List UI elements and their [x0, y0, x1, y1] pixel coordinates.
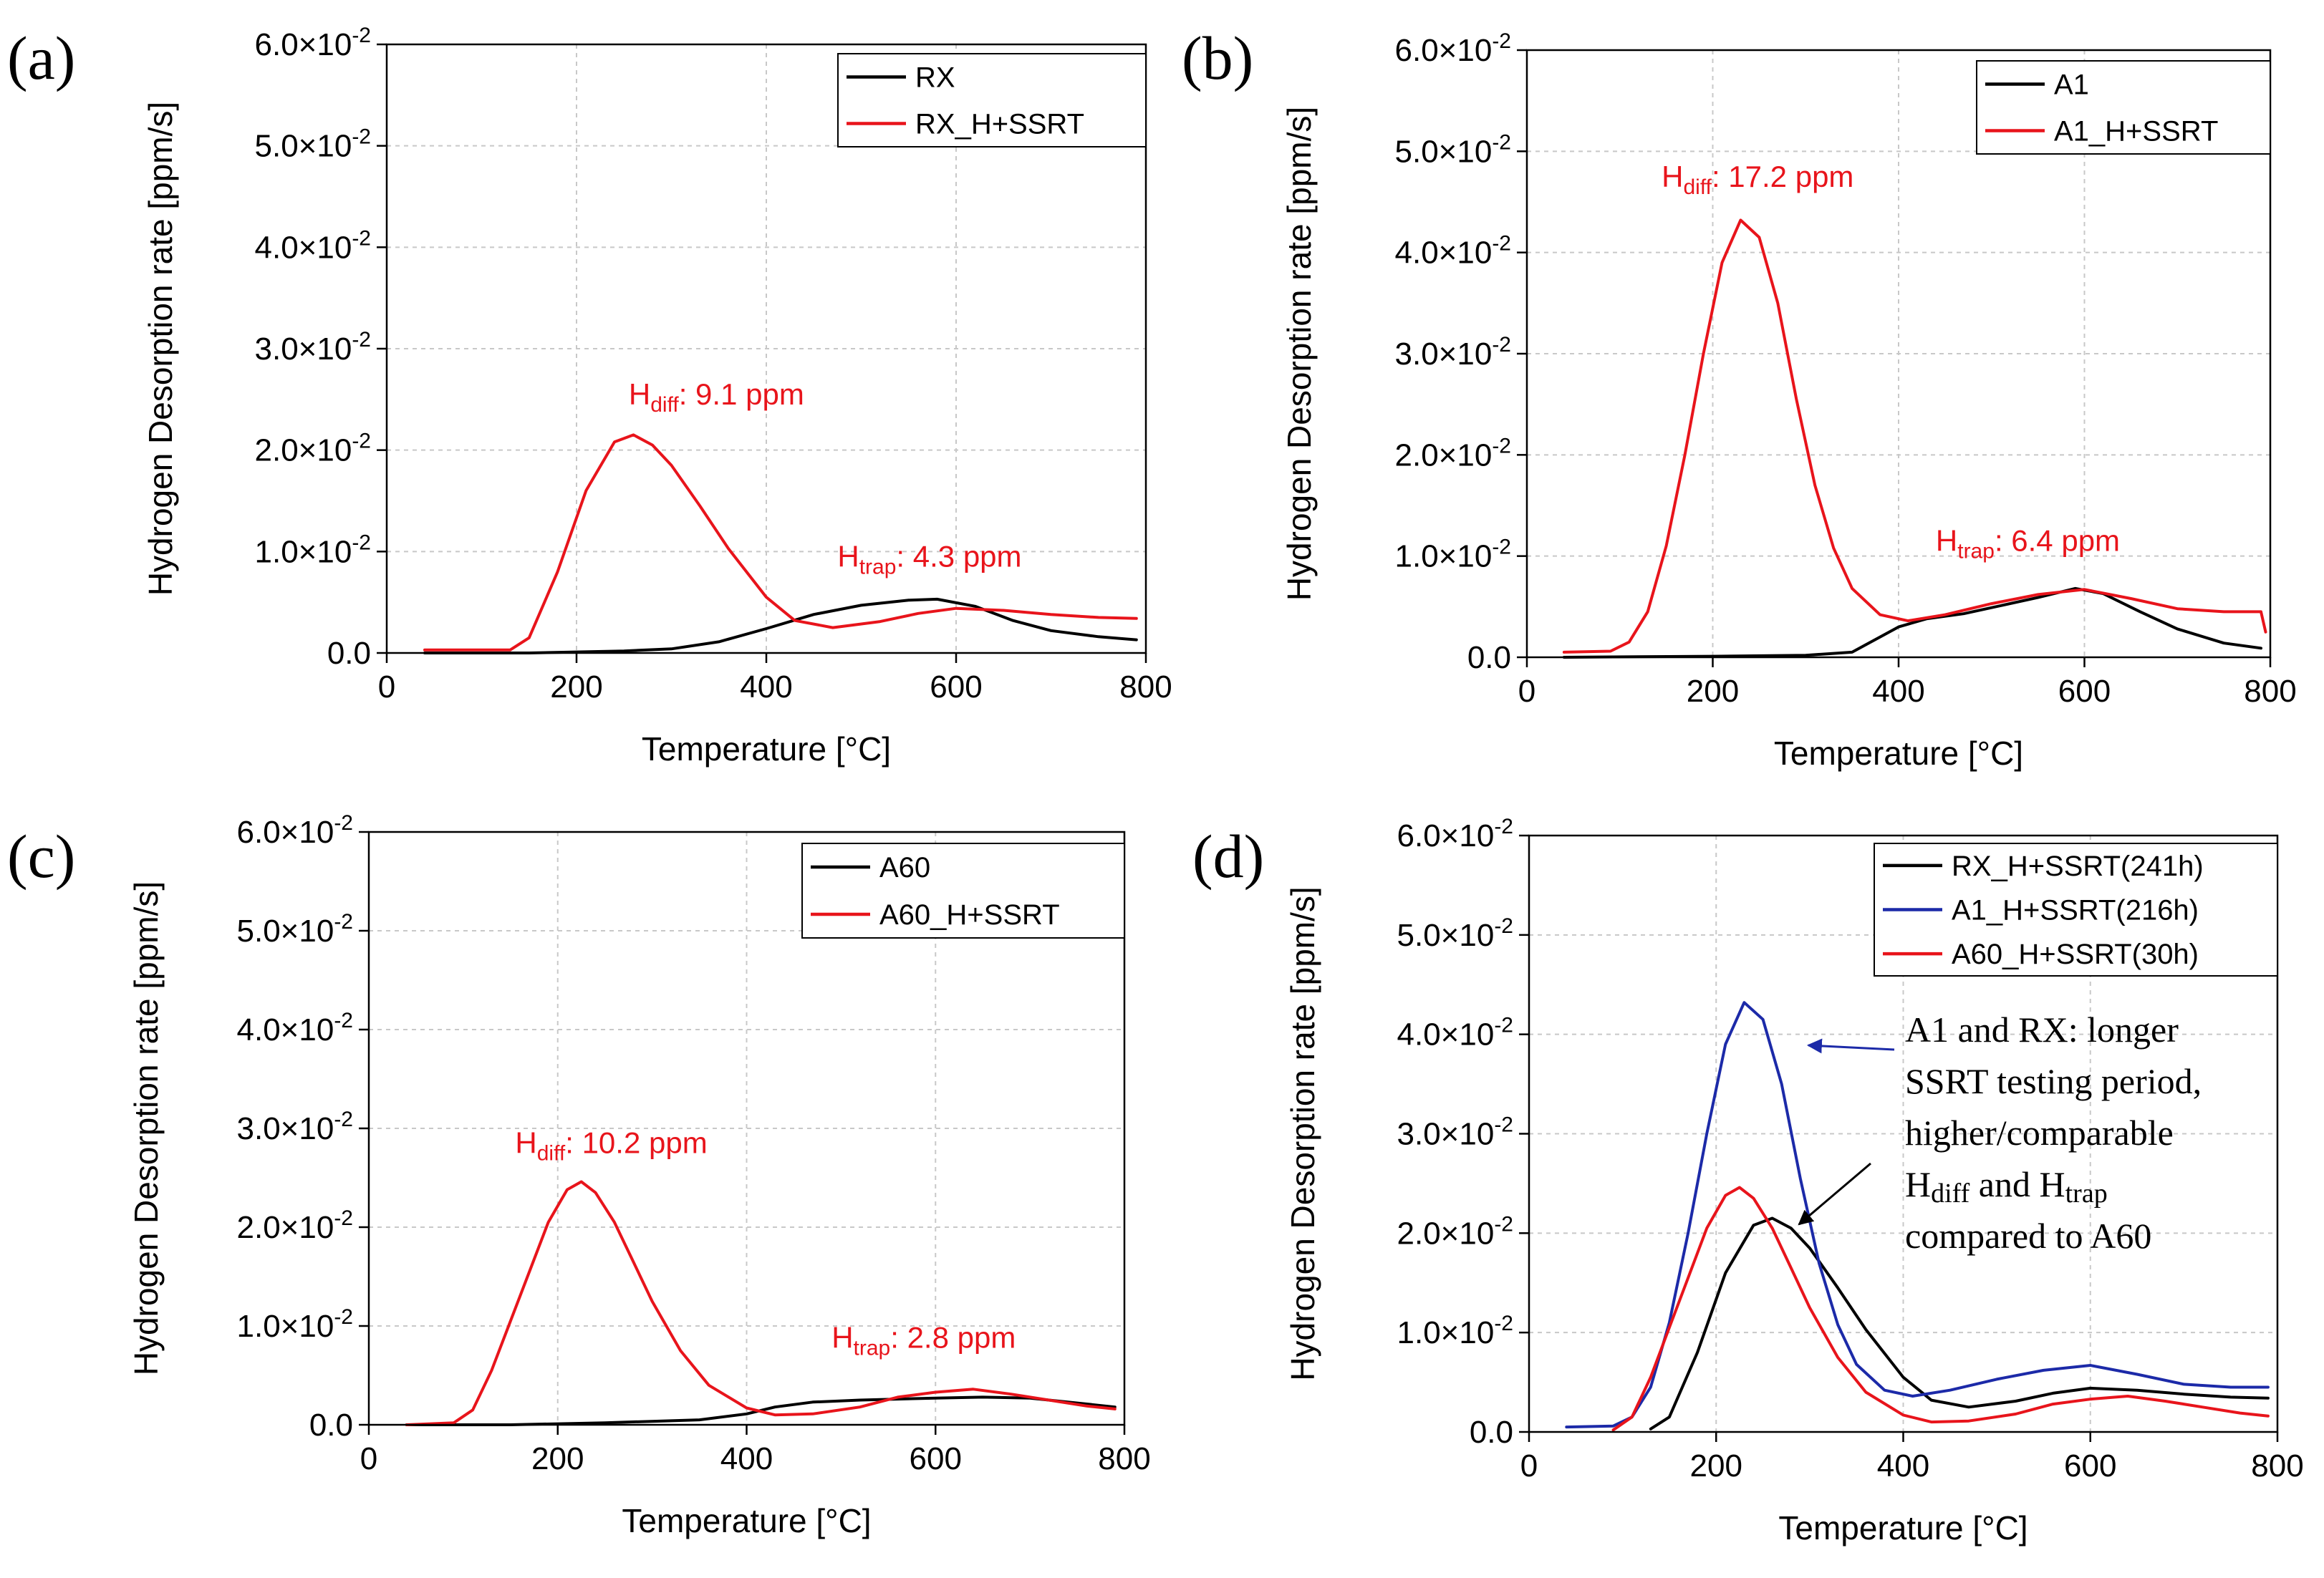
x-tick-label: 400 — [1877, 1448, 1929, 1483]
legend-box — [837, 53, 1147, 147]
y-tick-label: 6.0×10-2 — [237, 811, 354, 850]
series-line-A60_H+SSRT — [405, 1180, 1117, 1426]
note-line: higher/comparable — [1905, 1113, 2174, 1153]
y-tick-label: 4.0×10-2 — [255, 226, 372, 265]
x-tick-label: 400 — [720, 1441, 773, 1476]
y-tick-label: 6.0×10-2 — [255, 24, 372, 62]
series-line-A60_H+SSRT(30h) — [1611, 1186, 2270, 1432]
y-tick-label: 0.0 — [1467, 640, 1511, 675]
x-axis-title: Temperature [°C] — [1778, 1509, 2028, 1546]
series-line-RX — [423, 597, 1138, 654]
x-tick-label: 800 — [2244, 674, 2296, 709]
annotation-diff: Hdiff: 9.1 ppm — [629, 377, 804, 417]
annotation-diff: Hdiff: 10.2 ppm — [515, 1126, 707, 1166]
y-tick-label: 4.0×10-2 — [1397, 1014, 1514, 1052]
panel-a: (a) 0 200 400 600 800 0.0 1.0×10-2 2.0×10-2 3.0×1… — [7, 24, 1172, 768]
note-line: compared to A60 — [1905, 1216, 2151, 1256]
y-tick-label: 5.0×10-2 — [1397, 914, 1514, 953]
legend-label: A1 — [2054, 69, 2089, 101]
x-tick-label: 200 — [1690, 1448, 1742, 1483]
x-axis-title: Temperature [°C] — [1774, 735, 2023, 772]
annotation-trap: Htrap: 2.8 ppm — [831, 1320, 1016, 1360]
y-tick-label: 2.0×10-2 — [237, 1206, 354, 1245]
note-line: A1 and RX: longer — [1905, 1010, 2179, 1050]
blue-arrow — [1806, 1038, 1895, 1054]
series-line-A1_H+SSRT — [1562, 218, 2267, 654]
y-tick-label: 3.0×10-2 — [1395, 333, 1512, 372]
black-arrow — [1798, 1162, 1871, 1226]
x-tick-label: 600 — [930, 669, 982, 705]
y-tick-label: 0.0 — [1470, 1415, 1513, 1450]
legend-label: A60 — [879, 852, 930, 884]
y-axis-title: Hydrogen Desorption rate [ppm/s] — [1281, 107, 1318, 601]
x-axis-title: Temperature [°C] — [642, 730, 891, 768]
legend-label: A1_H+SSRT — [2054, 116, 2218, 147]
x-tick-label: 0 — [378, 669, 395, 705]
x-axis-title: Temperature [°C] — [622, 1502, 871, 1539]
legend-label: RX — [915, 62, 955, 94]
panel-d: (d) 0 200 400 600 800 0.0 1.0×10-2 2.0×10-2 3.0×1… — [1192, 815, 2304, 1546]
panel-label: (a) — [7, 24, 75, 92]
x-tick-label: 600 — [2064, 1448, 2116, 1483]
y-tick-label: 6.0×10-2 — [1397, 815, 1514, 853]
annotation-trap: Htrap: 6.4 ppm — [1936, 524, 2120, 563]
legend-label: RX_H+SSRT(241h) — [1952, 851, 2204, 882]
y-tick-label: 2.0×10-2 — [255, 430, 372, 468]
y-tick-label: 0.0 — [327, 636, 371, 671]
y-tick-label: 3.0×10-2 — [1397, 1113, 1514, 1152]
y-tick-label: 1.0×10-2 — [1395, 536, 1512, 574]
y-axis-title: Hydrogen Desorption rate [ppm/s] — [142, 102, 179, 596]
y-tick-label: 1.0×10-2 — [237, 1305, 354, 1344]
x-tick-label: 0 — [1518, 674, 1535, 709]
y-tick-label: 0.0 — [309, 1408, 353, 1443]
x-tick-label: 0 — [1520, 1448, 1538, 1483]
panel-b: (b) 0 200 400 600 800 0.0 1.0×10-2 2.0×10-2 3.0×1… — [1182, 24, 2297, 772]
x-tick-label: 800 — [2251, 1448, 2303, 1483]
x-tick-label: 800 — [1119, 669, 1172, 705]
x-tick-label: 0 — [360, 1441, 377, 1476]
y-tick-label: 5.0×10-2 — [1395, 130, 1512, 169]
y-axis-title: Hydrogen Desorption rate [ppm/s] — [1284, 886, 1321, 1380]
y-tick-label: 2.0×10-2 — [1397, 1212, 1514, 1251]
legend-label: A60_H+SSRT(30h) — [1952, 939, 2199, 970]
legend-box — [801, 843, 1125, 939]
x-tick-label: 200 — [531, 1441, 584, 1476]
series-line-RX_H+SSRT(241h) — [1649, 1216, 2270, 1431]
panel-c: (c) 0 200 400 600 800 0.0 1.0×10-2 2.0×10-2 3.0×1… — [7, 811, 1151, 1539]
x-tick-label: 200 — [1687, 674, 1739, 709]
legend-box — [1976, 60, 2271, 155]
x-tick-label: 600 — [910, 1441, 962, 1476]
series-line-A1_H+SSRT(216h) — [1565, 1001, 2270, 1429]
panel-label: (b) — [1182, 24, 1253, 92]
y-tick-label: 3.0×10-2 — [255, 328, 372, 367]
y-tick-label: 1.0×10-2 — [1397, 1312, 1514, 1350]
panel-label: (c) — [7, 822, 75, 891]
x-tick-label: 400 — [1872, 674, 1924, 709]
legend-label: A60_H+SSRT — [879, 899, 1060, 931]
x-tick-label: 800 — [1098, 1441, 1150, 1476]
panel-label: (d) — [1192, 822, 1264, 891]
x-tick-label: 600 — [2058, 674, 2111, 709]
series-line-A1 — [1562, 586, 2262, 659]
y-tick-label: 1.0×10-2 — [255, 531, 372, 569]
x-tick-label: 400 — [740, 669, 792, 705]
legend-label: RX_H+SSRT — [915, 109, 1084, 140]
y-tick-label: 6.0×10-2 — [1395, 29, 1512, 68]
y-axis-title: Hydrogen Desorption rate [ppm/s] — [127, 881, 165, 1375]
y-tick-label: 5.0×10-2 — [255, 125, 372, 164]
y-tick-label: 4.0×10-2 — [237, 1009, 354, 1047]
y-tick-label: 2.0×10-2 — [1395, 434, 1512, 473]
x-tick-label: 200 — [550, 669, 602, 705]
y-tick-label: 3.0×10-2 — [237, 1108, 354, 1146]
series-line-RX_H+SSRT — [423, 433, 1138, 652]
annotation-diff: Hdiff: 17.2 ppm — [1662, 160, 1853, 199]
legend-label: A1_H+SSRT(216h) — [1952, 895, 2199, 926]
note-line: SSRT testing period, — [1905, 1061, 2202, 1101]
y-tick-label: 5.0×10-2 — [237, 910, 354, 949]
note-line: Hdiff and Htrap — [1905, 1164, 2108, 1209]
y-tick-label: 4.0×10-2 — [1395, 232, 1512, 271]
series-line-A60 — [405, 1395, 1117, 1426]
annotation-trap: Htrap: 4.3 ppm — [837, 540, 1021, 579]
